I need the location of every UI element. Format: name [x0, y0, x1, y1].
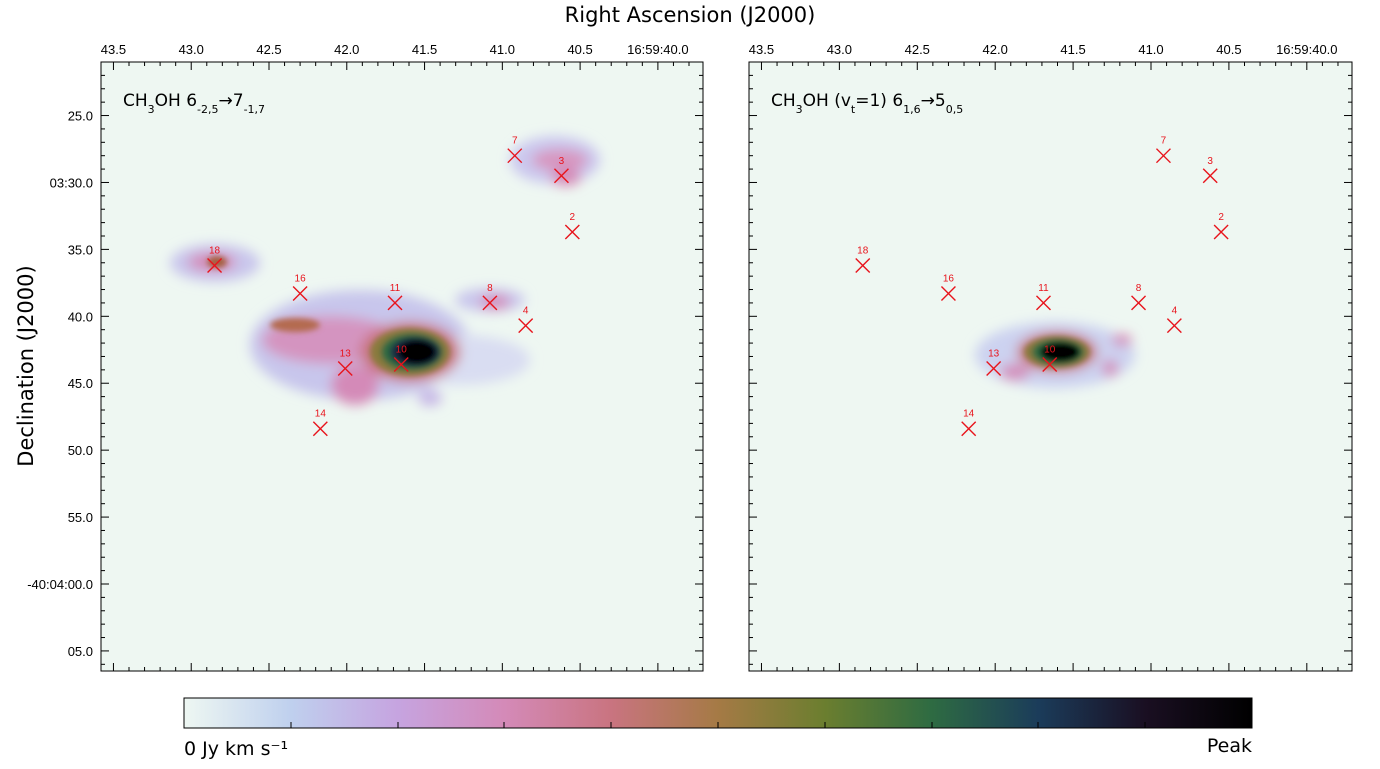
x-tick-label: 42.0: [983, 42, 1008, 57]
x-tick-label: 43.5: [749, 42, 774, 57]
source-marker: [1131, 295, 1147, 311]
source-label: 8: [1136, 283, 1142, 294]
y-tick-label: 45.0: [68, 376, 93, 391]
x-tick-label: 42.0: [334, 42, 359, 57]
x-tick-label: 41.0: [490, 42, 515, 57]
x-tick-label: 16:59:40.0: [1276, 42, 1337, 57]
source-marker: [1155, 148, 1171, 164]
source-label: 4: [1172, 306, 1178, 317]
source-label: 16: [295, 274, 307, 285]
y-tick-label: 25.0: [68, 109, 93, 124]
source-marker: [1202, 168, 1218, 184]
source-marker: [986, 361, 1002, 377]
source-label: 16: [943, 274, 955, 285]
y-tick-label: 50.0: [68, 443, 93, 458]
source-marker: [207, 257, 223, 273]
title-part: =1) 6: [855, 91, 903, 111]
x-tick-label: 42.5: [905, 42, 930, 57]
source-label: 2: [1218, 212, 1224, 223]
source-marker: [393, 356, 409, 372]
source-label: 11: [1038, 283, 1049, 294]
title-part: CH: [123, 91, 148, 111]
source-marker: [337, 361, 353, 377]
source-marker: [855, 257, 871, 273]
title-part: →7: [219, 91, 244, 111]
source-label: 4: [523, 306, 529, 317]
title-part: t: [851, 103, 856, 116]
source-marker: [1042, 356, 1058, 372]
title-part: 3: [796, 103, 803, 116]
source-marker: [292, 286, 308, 302]
source-label: 18: [857, 245, 869, 256]
source-marker: [564, 224, 580, 240]
y-tick-label: 40.0: [68, 309, 93, 324]
title-part: 0,5: [946, 103, 964, 116]
source-marker: [1035, 295, 1051, 311]
x-tick-label: 41.0: [1138, 42, 1163, 57]
x-tick-label: 43.0: [827, 42, 852, 57]
x-tick-label: 16:59:40.0: [627, 42, 688, 57]
x-tick-label: 40.5: [1216, 42, 1241, 57]
source-marker: [518, 318, 534, 334]
y-axis-title: Declination (J2000): [14, 265, 38, 466]
source-label: 14: [315, 409, 327, 420]
source-label: 14: [963, 409, 975, 420]
source-label: 7: [512, 136, 518, 147]
y-tick-label: 03:30.0: [50, 175, 93, 190]
source-label: 13: [340, 349, 352, 360]
source-label: 13: [988, 349, 1000, 360]
source-label: 10: [396, 344, 408, 355]
source-marker: [553, 168, 569, 184]
title-part: 3: [148, 103, 155, 116]
y-tick-label: 35.0: [68, 242, 93, 257]
source-label: 11: [390, 283, 401, 294]
panel-title: CH3OH (vt=1) 61,6→50,5: [771, 91, 963, 116]
source-label: 2: [570, 212, 576, 223]
x-tick-label: 43.0: [179, 42, 204, 57]
source-label: 7: [1161, 136, 1167, 147]
source-label: 3: [559, 156, 565, 167]
source-label: 3: [1207, 156, 1213, 167]
source-label: 8: [487, 283, 493, 294]
source-marker: [507, 148, 523, 164]
title-part: -2,5: [197, 103, 218, 116]
panel-title: CH3OH 6-2,5→7-1,7: [123, 91, 265, 116]
source-marker: [961, 421, 977, 437]
x-axis-title: Right Ascension (J2000): [565, 3, 816, 27]
y-tick-label: -40:04:00.0: [27, 577, 93, 592]
x-tick-label: 40.5: [567, 42, 592, 57]
plot-frame: [100, 61, 704, 672]
emission-map: [170, 136, 600, 406]
source-marker: [312, 421, 328, 437]
source-marker: [1213, 224, 1229, 240]
emission-map: [975, 322, 1135, 388]
x-tick-label: 42.5: [256, 42, 281, 57]
source-marker: [387, 295, 403, 311]
title-part: 1,6: [903, 103, 921, 116]
source-marker: [482, 295, 498, 311]
colorbar-min-label: 0 Jy km s⁻¹: [184, 738, 288, 760]
source-marker: [940, 286, 956, 302]
colorbar-max-label: Peak: [1207, 735, 1252, 757]
axes: [100, 61, 704, 672]
title-part: CH: [771, 91, 796, 111]
x-tick-label: 43.5: [101, 42, 126, 57]
title-part: -1,7: [244, 103, 265, 116]
source-label: 18: [209, 245, 221, 256]
colorbar-ticks: [290, 722, 1146, 728]
title-part: OH 6: [155, 91, 197, 111]
source-marker: [1166, 318, 1182, 334]
title-part: →5: [921, 91, 946, 111]
y-tick-label: 05.0: [68, 644, 93, 659]
title-part: OH (v: [803, 91, 851, 111]
y-tick-label: 55.0: [68, 510, 93, 525]
plot-frame: [748, 61, 1353, 672]
x-tick-label: 41.5: [412, 42, 437, 57]
source-label: 10: [1044, 344, 1056, 355]
x-tick-label: 41.5: [1060, 42, 1085, 57]
axes: [748, 61, 1353, 672]
